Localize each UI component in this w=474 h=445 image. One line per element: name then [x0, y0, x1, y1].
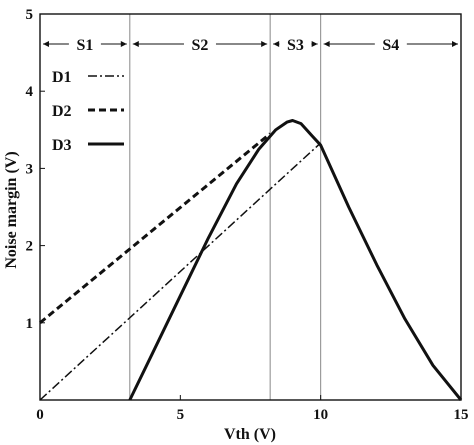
y-tick-label: 1 [26, 316, 34, 332]
y-tick-label: 2 [26, 239, 34, 255]
region-label-s3: S3 [287, 37, 304, 54]
region-arrow-head [132, 41, 139, 47]
x-tick-label: 0 [36, 407, 44, 423]
x-axis-label: Vth (V) [224, 426, 276, 443]
region-arrow-head [323, 41, 330, 47]
legend-label-d2: D2 [52, 103, 72, 120]
y-tick-label: 3 [26, 161, 34, 177]
region-label-s2: S2 [192, 37, 209, 54]
legend-label-d3: D3 [52, 137, 72, 154]
region-arrow-head [120, 41, 127, 47]
series-line-d2 [39, 132, 272, 324]
y-axis-label: Noise margin (V) [3, 151, 20, 268]
series-line-d3 [128, 119, 463, 401]
axes: 0 5 10 15 1 2 3 4 5 [26, 7, 469, 423]
plot-frame [39, 13, 462, 401]
y-tick-label: 4 [26, 84, 34, 100]
series-line-d1 [39, 142, 322, 401]
region-arrow-head [43, 41, 49, 47]
region-label-s1: S1 [76, 37, 93, 54]
region-arrow-head [261, 41, 268, 47]
region-arrow-head [311, 41, 318, 47]
legend-label-d1: D1 [52, 69, 72, 86]
x-tick-label: 5 [177, 407, 185, 423]
y-tick-label: 5 [26, 7, 34, 23]
region-label-s4: S4 [382, 37, 399, 54]
plot-area: S1 S2 S3 S4 D1 D2 D3 [39, 14, 463, 401]
region-arrow-head [452, 41, 458, 47]
region-arrow-head [273, 41, 280, 47]
x-tick-label: 10 [313, 407, 328, 423]
x-tick-label: 15 [454, 407, 469, 423]
